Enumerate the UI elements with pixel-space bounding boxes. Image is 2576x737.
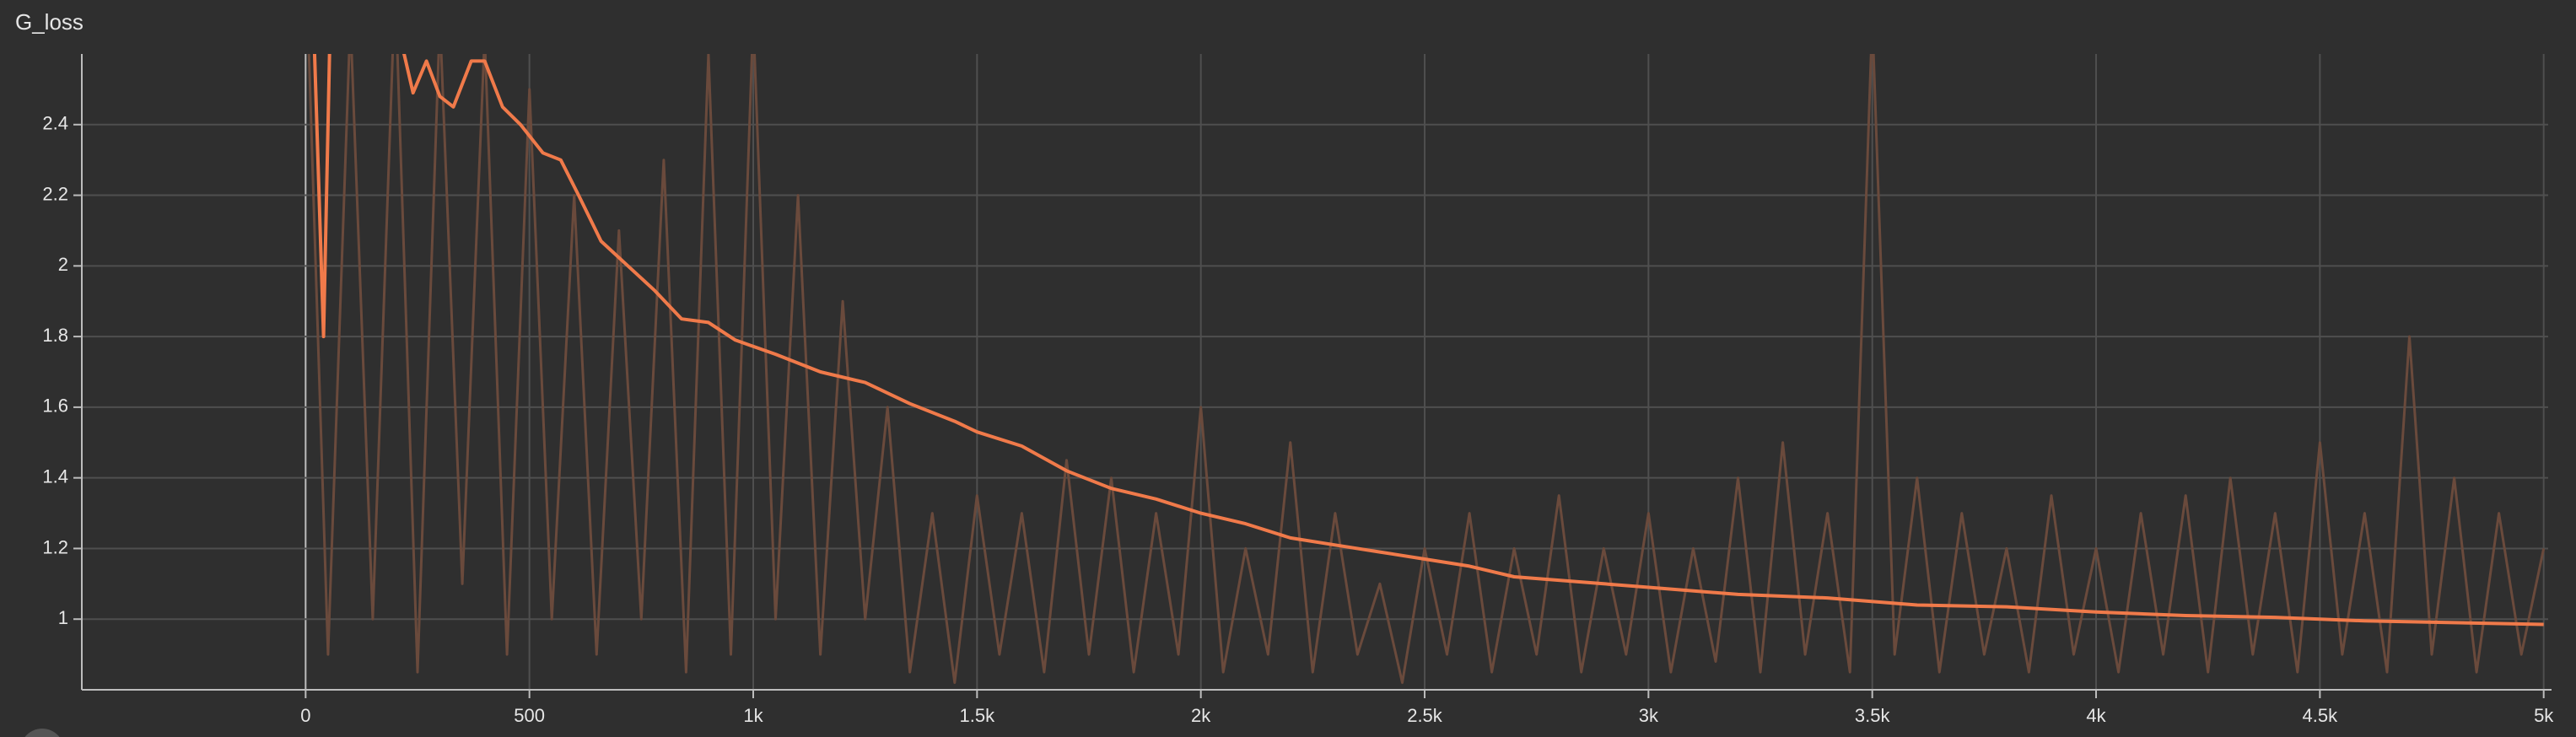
x-tick-label: 3.5k: [1855, 705, 1891, 726]
toolbar-button[interactable]: [20, 729, 64, 737]
y-tick-label: 1.6: [42, 395, 68, 417]
x-tick-label: 4k: [2086, 705, 2106, 726]
y-tick-label: 2.4: [42, 113, 68, 134]
y-tick-label: 1.4: [42, 465, 68, 487]
y-tick-label: 2.2: [42, 183, 68, 204]
x-tick-label: 1.5k: [960, 705, 996, 726]
y-tick-label: 1.2: [42, 536, 68, 557]
chart-title: G_loss: [15, 9, 84, 35]
x-tick-label: 500: [514, 705, 545, 726]
x-tick-label: 2.5k: [1407, 705, 1443, 726]
y-tick-label: 1.8: [42, 325, 68, 346]
x-tick-label: 1k: [743, 705, 763, 726]
x-tick-label: 2k: [1191, 705, 1211, 726]
x-tick-label: 5k: [2534, 705, 2554, 726]
series-line: [307, 54, 2546, 685]
x-tick-label: 3k: [1639, 705, 1659, 726]
y-tick-label: 2: [58, 254, 68, 275]
x-tick-label: 0: [300, 705, 310, 726]
y-tick-label: 1: [58, 607, 68, 628]
x-tick-label: 4.5k: [2303, 705, 2339, 726]
series-line: [312, 54, 2544, 627]
